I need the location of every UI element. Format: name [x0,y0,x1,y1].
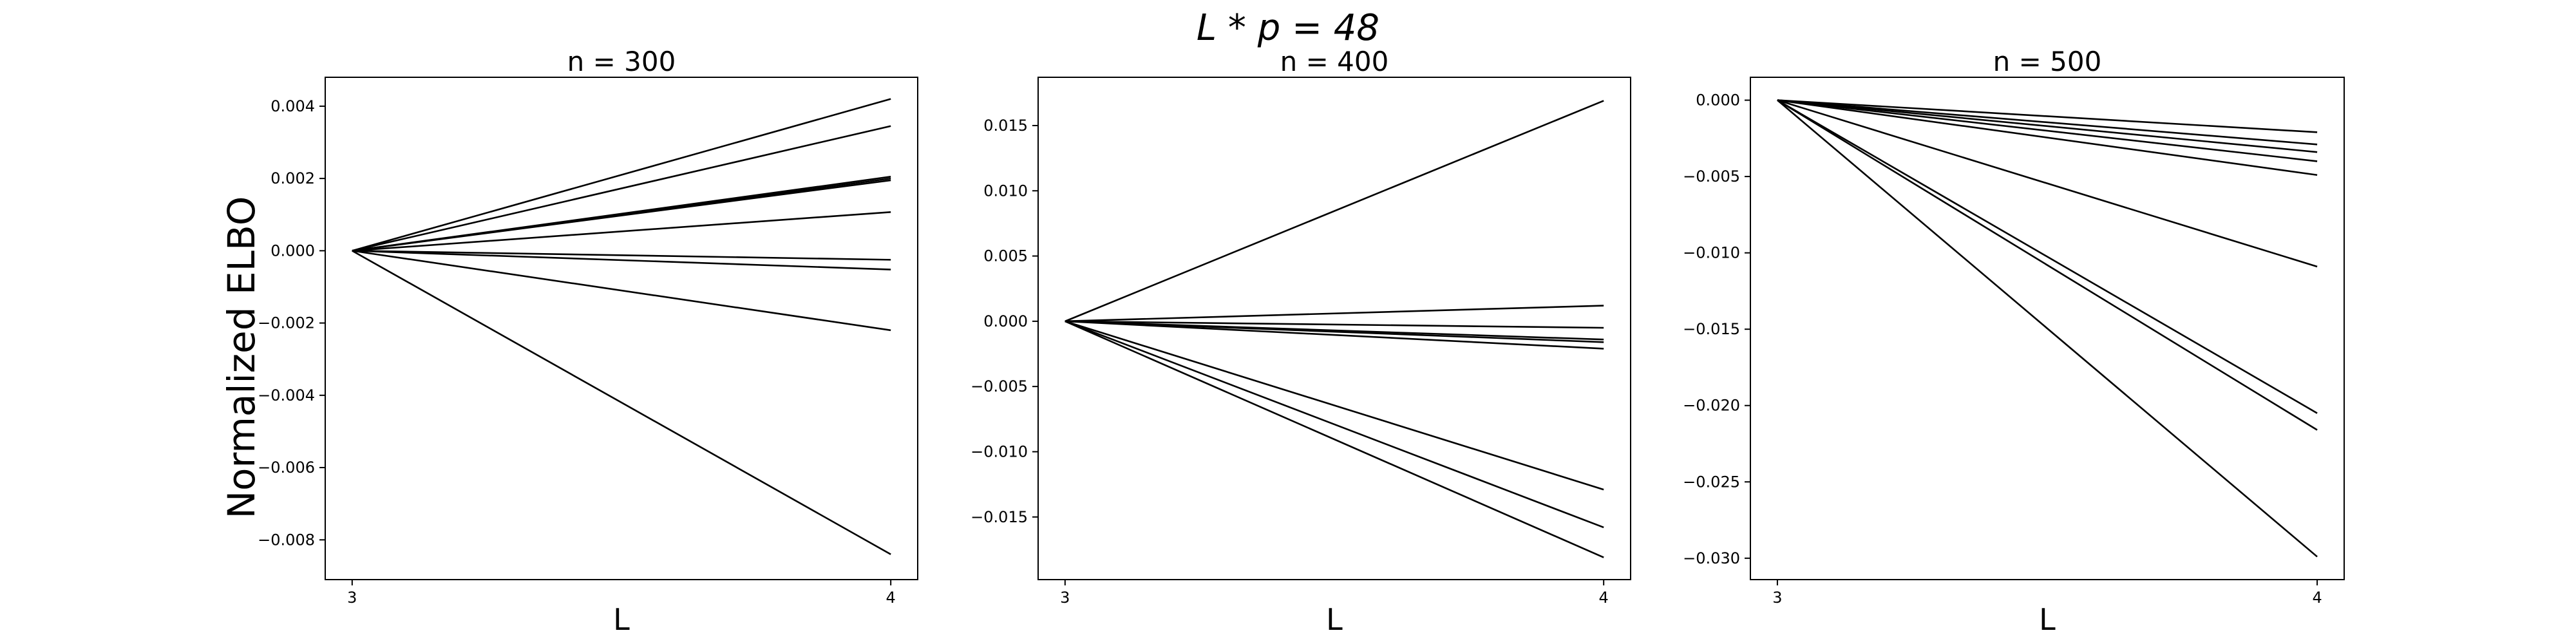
y-tick-label: −0.005 [971,377,1028,395]
y-tick-label: −0.002 [258,314,315,332]
x-tick-label: 4 [1599,589,1609,607]
x-tick-label: 3 [1772,589,1782,607]
series-line-1 [1777,99,2318,133]
series-line-10 [352,250,891,555]
panel-title: n = 300 [567,46,676,77]
series-line-7 [1777,99,2318,414]
y-tick-label: −0.015 [1683,320,1740,338]
series-line-2 [1777,99,2318,146]
x-axis-label: L [613,602,630,637]
series-line-1 [1065,100,1604,323]
series-line-3 [1065,320,1604,329]
series-line-7 [352,250,891,261]
series-line-5 [352,179,891,252]
series-line-6 [1065,320,1604,350]
series-line-8 [1065,320,1604,529]
figure-suptitle: L * p = 48 [1197,7,1379,49]
y-tick-label: 0.010 [983,182,1028,200]
y-tick-label: −0.010 [971,442,1028,460]
y-tick-label: 0.000 [983,312,1028,330]
y-tick-label: −0.015 [971,508,1028,526]
x-tick-label: 4 [2312,589,2322,607]
chart-panel-2: n = 400 L 3 4 −0.015 −0.010 −0.005 0.000 0.005 0.… [971,46,1631,637]
series-line-9 [1777,99,2318,558]
series-line-2 [1065,305,1604,323]
y-tick-label: −0.004 [258,386,315,404]
chart-panel-3: n = 500 L 3 4 −0.030 −0.025 −0.020 −0.015 −0.010… [1683,46,2345,637]
x-axis-label: L [1326,602,1343,637]
series-line-4 [1777,99,2318,162]
series-line-9 [1065,320,1604,558]
y-tick-label: −0.025 [1683,473,1740,491]
series-line-2 [352,125,891,252]
series-line-6 [352,211,891,252]
series-line-3 [1777,99,2318,153]
chart-panel-1: n = 300 L 3 4 −0.008 −0.006 −0.004 −0.002 0.000 0… [258,46,918,637]
series-line-5 [1065,320,1604,343]
x-axis-label: L [2039,602,2056,637]
y-tick-label: 0.004 [270,97,315,115]
figure-y-axis-label: Normalized ELBO [220,196,263,519]
series-line-6 [1777,99,2318,268]
plot-frame [1750,77,2345,580]
series-line-8 [352,250,891,270]
plot-frame [1037,77,1631,580]
y-tick-label: −0.008 [258,531,315,549]
y-tick-label: 0.005 [983,247,1028,265]
series-line-9 [352,250,891,332]
y-tick-label: 0.015 [983,117,1028,135]
series-line-8 [1777,99,2318,431]
y-tick-label: 0.002 [270,169,315,187]
y-tick-label: 0.000 [270,242,315,260]
series-line-1 [352,98,891,252]
y-tick-label: −0.006 [258,459,315,477]
series-line-5 [1777,99,2318,176]
y-tick-label: −0.010 [1683,244,1740,262]
x-tick-label: 3 [1060,589,1070,607]
plot-frame [325,77,918,580]
y-tick-label: −0.020 [1683,397,1740,415]
x-tick-label: 3 [347,589,357,607]
y-tick-label: −0.005 [1683,167,1740,185]
panel-title: n = 400 [1280,46,1389,77]
y-tick-label: 0.000 [1696,91,1740,109]
x-tick-label: 4 [886,589,896,607]
chart-panels: n = 300 L 3 4 −0.008 −0.006 −0.004 −0.002 0.000 0… [258,46,2345,637]
y-tick-label: −0.030 [1683,549,1740,567]
series-line-7 [1065,320,1604,491]
panel-title: n = 500 [1993,46,2102,77]
